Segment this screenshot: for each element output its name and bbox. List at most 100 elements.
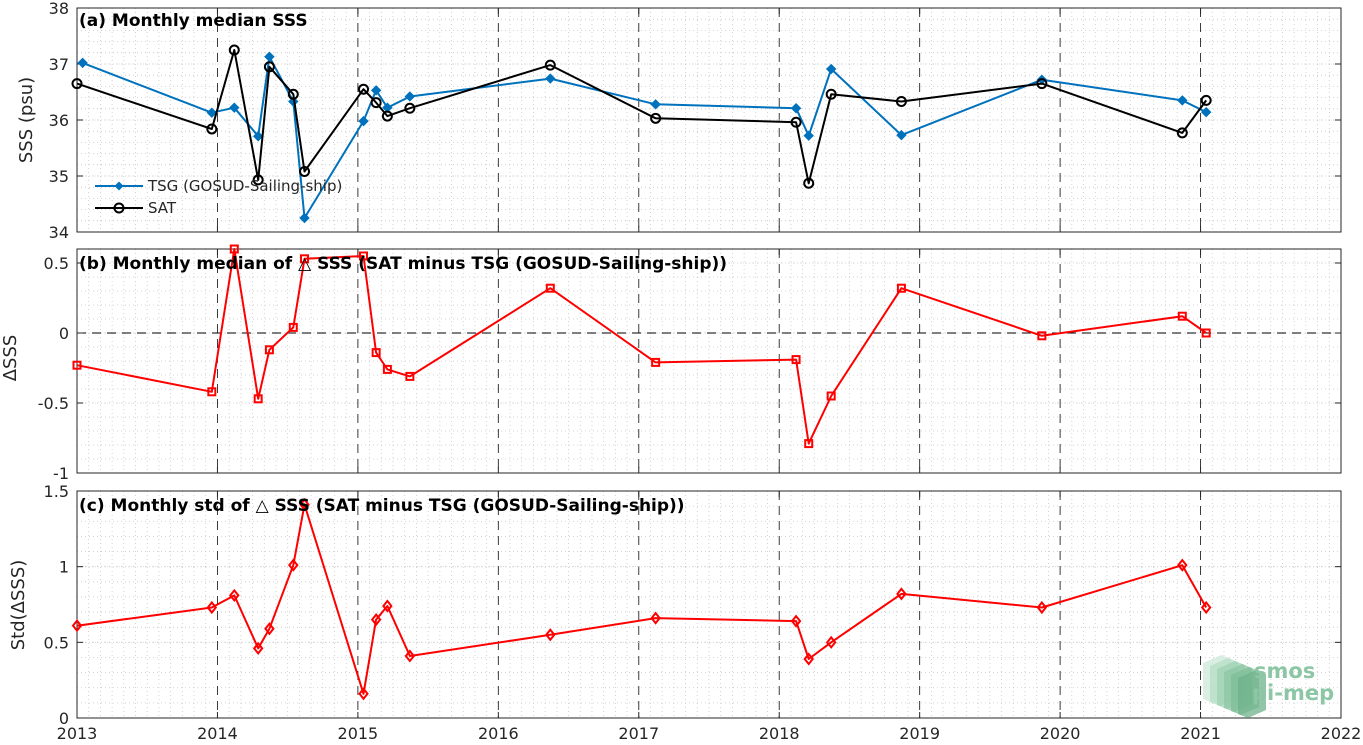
- x-tick-label: 2022: [1321, 724, 1362, 743]
- panel-a: 34 35 36 37 38 (a) Monthly median SSS SSS (psu…: [16, 0, 1342, 242]
- data-point: [300, 254, 310, 264]
- data-point: [1177, 311, 1187, 321]
- data-point: [228, 44, 240, 56]
- series-line: [82, 55, 1207, 219]
- data-point: [71, 619, 83, 633]
- y-tick-label: 38: [49, 0, 69, 18]
- data-point: [229, 244, 239, 254]
- x-tick-label: 2021: [1180, 724, 1221, 743]
- data-point: [370, 85, 382, 96]
- data-point: [545, 283, 555, 293]
- data-point: [299, 166, 311, 178]
- data-point: [1036, 78, 1048, 90]
- data-point: [299, 498, 310, 512]
- data-point: [229, 102, 240, 113]
- data-point: [252, 131, 264, 142]
- data-point: [207, 387, 217, 397]
- x-tick-label: 2013: [57, 724, 98, 743]
- y-tick-label: 0: [59, 709, 69, 728]
- x-tick-label: 2020: [1040, 724, 1081, 743]
- data-point: [287, 88, 299, 100]
- panel-title: (a) Monthly median SSS: [79, 11, 308, 31]
- legend: TSG (GOSUD-Sailing-ship) SAT: [95, 177, 342, 217]
- legend-marker: [113, 202, 125, 214]
- data-point: [264, 345, 274, 355]
- data-point: [1200, 106, 1212, 118]
- data-point: [229, 588, 240, 603]
- data-point: [404, 91, 416, 102]
- data-point: [288, 322, 298, 332]
- data-point: [650, 611, 661, 625]
- logo-wave-icon: [1238, 670, 1266, 718]
- ticks: 34 35 36 37 38: [49, 0, 1342, 242]
- data-point: [288, 558, 299, 572]
- data-point: [545, 73, 556, 84]
- data-point: [1177, 95, 1188, 106]
- ticks: -1 -0.5 0 0.5: [38, 249, 1342, 483]
- data-point: [404, 102, 416, 114]
- y-axis-label: ΔSSS: [0, 335, 21, 382]
- data-point: [790, 116, 802, 128]
- data-point: [263, 61, 275, 73]
- y-tick-label: 35: [49, 167, 69, 186]
- x-tick-label: 2015: [338, 724, 379, 743]
- data-point: [803, 130, 814, 141]
- data-point: [264, 51, 275, 62]
- data-point: [651, 357, 661, 367]
- data-point: [1176, 127, 1188, 139]
- series-1: [71, 44, 1212, 189]
- data-point: [1177, 558, 1188, 572]
- ticks: 0 0.5 1 1.5 2013 2014 2015 2016 2017 2018 2019 2020…: [44, 482, 1362, 743]
- data-point: [825, 635, 837, 649]
- data-point: [358, 83, 370, 95]
- panel-title: (b) Monthly median of △ SSS (SAT minus T…: [79, 254, 727, 274]
- y-tick-label: -0.5: [38, 394, 69, 413]
- data-point: [206, 600, 218, 615]
- y-axis-label: Std(ΔSSS): [8, 560, 29, 651]
- series-0: [77, 51, 1212, 224]
- data-point: [1201, 328, 1211, 338]
- data-point: [896, 129, 907, 141]
- data-point: [825, 88, 837, 100]
- data-point: [382, 599, 393, 613]
- data-point: [77, 57, 88, 69]
- data-point: [370, 97, 382, 109]
- panel-b: -1 -0.5 0 0.5 (b) Monthly median of △ SSS (S…: [0, 244, 1342, 483]
- data-point: [544, 59, 556, 71]
- data-point: [804, 439, 814, 449]
- data-point: [358, 687, 369, 701]
- data-point: [895, 96, 907, 108]
- data-point: [803, 177, 815, 189]
- data-point: [826, 391, 836, 401]
- series-line: [76, 49, 1208, 185]
- y-tick-label: 37: [49, 55, 69, 74]
- data-point: [1036, 600, 1048, 615]
- plot-area: [77, 491, 1341, 718]
- data-point: [264, 622, 275, 636]
- y-tick-label: 1: [59, 558, 69, 577]
- data-point: [371, 348, 381, 358]
- x-tick-label: 2019: [899, 724, 940, 743]
- y-tick-label: 0: [59, 324, 69, 343]
- legend-marker: [114, 181, 124, 191]
- data-point: [1200, 94, 1212, 106]
- y-tick-label: 1.5: [44, 482, 69, 501]
- x-tick-label: 2017: [618, 724, 659, 743]
- logo-text-line2: pi-mep: [1252, 681, 1334, 705]
- data-point: [299, 212, 310, 224]
- data-point: [825, 63, 837, 75]
- panel-c: 0 0.5 1 1.5 2013 2014 2015 2016 2017 2018 2019 2020…: [8, 482, 1361, 743]
- logo-text-line1: smos: [1254, 659, 1315, 683]
- data-point: [896, 587, 907, 601]
- y-tick-label: 0.5: [44, 254, 69, 273]
- x-tick-label: 2018: [759, 724, 800, 743]
- data-point: [206, 107, 218, 118]
- panel-title: (c) Monthly std of △ SSS (SAT minus TSG …: [79, 496, 685, 516]
- data-point: [381, 110, 393, 122]
- legend-label: TSG (GOSUD-Sailing-ship): [147, 177, 342, 195]
- y-tick-label: 36: [49, 111, 69, 130]
- data-point: [370, 613, 382, 627]
- data-point: [545, 628, 556, 642]
- data-point: [252, 641, 264, 655]
